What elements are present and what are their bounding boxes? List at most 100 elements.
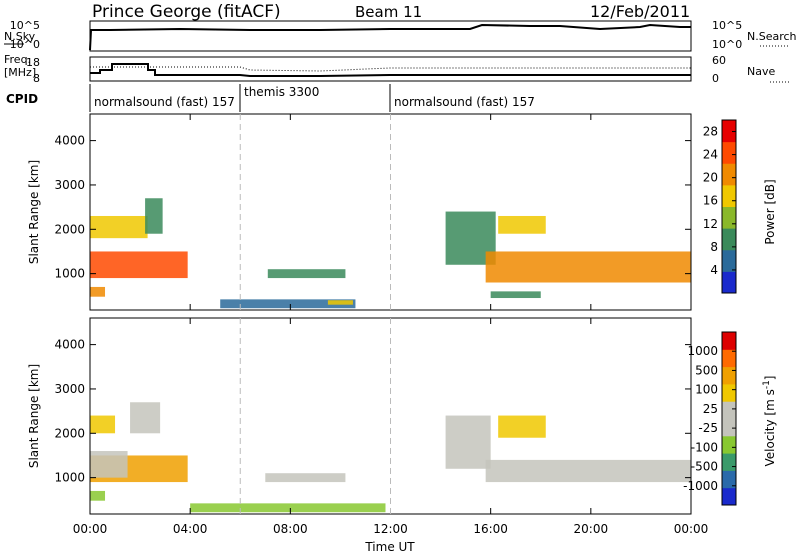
velocity-colorbar-label: Velocity [m s-1] — [762, 376, 777, 467]
velocity-panel: 1000 2000 3000 4000 Slant Range [km] 1000 50… — [27, 317, 777, 515]
velocity-colorbar-swatch-8 — [722, 349, 736, 368]
velocity-colorbar-tick-label-1: 500 — [695, 363, 718, 377]
noise-sky-trace — [89, 23, 691, 51]
velocity-data-regions — [90, 402, 691, 513]
power-colorbar-frame — [721, 119, 737, 294]
power-data-regions — [90, 198, 691, 309]
velocity-colorbar-swatch-5 — [722, 401, 736, 419]
power-colorbar-swatch-3 — [722, 206, 736, 229]
power-ytick-label-0: 1000 — [54, 267, 85, 281]
velocity-colorbar-swatch-9 — [722, 332, 736, 350]
time-tick-label-3: 12:00 — [373, 522, 408, 536]
cpid-segment-1: normalsound (fast) 157 — [94, 95, 235, 109]
velocity-ytick-label-1: 2000 — [54, 426, 85, 440]
power-region-8 — [485, 251, 691, 283]
velocity-colorbar-tick-label-0: 1000 — [687, 344, 718, 358]
power-ytick-label-3: 4000 — [54, 134, 85, 148]
beam-label: Beam 11 — [355, 3, 422, 21]
power-region-2 — [90, 286, 106, 297]
noise-tick-bottom: 10^0 — [10, 38, 40, 51]
velocity-colorbar-swatch-0 — [722, 487, 736, 506]
time-tick-label-5: 20:00 — [574, 522, 609, 536]
velocity-colorbar-swatch-7 — [722, 366, 736, 385]
velocity-region-7 — [445, 415, 491, 469]
velocity-colorbar-swatch-4 — [722, 418, 736, 437]
power-region-5 — [267, 269, 346, 279]
nave-trace — [90, 66, 691, 72]
power-region-3 — [145, 198, 163, 234]
noise-panel: 10^5 10^0 10^5 10^0 N.Sky N.Search — [4, 19, 797, 52]
power-colorbar-tick-label-1: 8 — [710, 240, 718, 254]
velocity-ytick-label-3: 4000 — [54, 338, 85, 352]
velocity-colorbar-tick-label-6: -500 — [691, 460, 718, 474]
date-label: 12/Feb/2011 — [590, 2, 690, 21]
freq-tick-top: 18 — [26, 56, 40, 69]
power-colorbar-label: Power [dB] — [763, 179, 777, 244]
velocity-region-1 — [90, 451, 128, 478]
power-ytick-label-2: 3000 — [54, 178, 85, 192]
noise-right-tick-bottom: 10^0 — [712, 38, 742, 51]
freq-panel: Freq. [MHz] 18 8 60 0 Nave — [4, 53, 790, 85]
velocity-region-6 — [265, 473, 346, 483]
freq-label-1: Freq. — [4, 53, 31, 66]
power-ylabel: Slant Range [km] — [27, 160, 41, 264]
velocity-region-5 — [190, 503, 386, 513]
velocity-colorbar-tick-label-7: -1000 — [683, 479, 718, 493]
velocity-region-2 — [90, 415, 116, 434]
velocity-colorbar-swatch-6 — [722, 383, 736, 402]
velocity-colorbar-tick-label-5: -100 — [691, 440, 718, 454]
velocity-colorbar-tick-label-3: 25 — [703, 402, 718, 416]
power-region-1 — [90, 215, 148, 239]
power-region-4 — [220, 299, 356, 309]
power-ytick-label-1: 2000 — [54, 222, 85, 236]
power-colorbar: 4 8 12 16 20 24 28 — [703, 119, 737, 294]
velocity-colorbar-tick-label-2: 100 — [695, 383, 718, 397]
power-colorbar-swatch-0 — [722, 271, 736, 294]
velocity-ytick-label-0: 1000 — [54, 471, 85, 485]
nave-tick-bottom: 0 — [712, 72, 719, 85]
velocity-colorbar: 1000 500 100 25 -25 -100 -500 -1000 — [683, 331, 737, 506]
power-colorbar-swatch-5 — [722, 163, 736, 186]
power-panel: 1000 2000 3000 4000 Slant Range [km] 4 8 12 16… — [27, 113, 777, 311]
velocity-region-8 — [485, 459, 691, 483]
power-region-0 — [90, 251, 188, 279]
cpid-row: CPID normalsound (fast) 157 themis 3300 … — [6, 84, 535, 112]
power-colorbar-tick-label-4: 20 — [703, 171, 718, 185]
velocity-colorbar-swatch-1 — [722, 470, 736, 489]
velocity-colorbar-tick-label-4: -25 — [698, 421, 718, 435]
power-colorbar-tick-label-3: 16 — [703, 194, 718, 208]
velocity-colorbar-swatch-2 — [722, 453, 736, 471]
noise-right-tick-top: 10^5 — [712, 19, 742, 32]
velocity-ytick-label-2: 3000 — [54, 382, 85, 396]
power-colorbar-swatch-1 — [722, 249, 736, 272]
power-colorbar-swatch-7 — [722, 120, 736, 143]
freq-label-2: [MHz] — [4, 66, 36, 79]
velocity-panel-frame — [89, 317, 692, 515]
velocity-colorbar-swatch-3 — [722, 435, 736, 454]
power-region-10 — [490, 291, 541, 299]
freq-tick-bottom: 8 — [33, 72, 40, 85]
noise-search-label: N.Search — [747, 30, 797, 43]
power-colorbar-tick-label-2: 12 — [703, 217, 718, 231]
time-tick-label-0: 00:00 — [73, 522, 108, 536]
power-axes: 1000 2000 3000 4000 — [54, 114, 692, 310]
power-colorbar-tick-label-0: 4 — [710, 263, 718, 277]
cpid-segment-3: normalsound (fast) 157 — [394, 95, 535, 109]
time-tick-label-4: 16:00 — [473, 522, 508, 536]
time-tick-label-1: 04:00 — [173, 522, 208, 536]
velocity-axes: 1000 2000 3000 4000 — [54, 318, 692, 514]
power-region-9 — [498, 215, 546, 234]
velocity-region-4 — [90, 490, 106, 501]
noise-tick-top: 10^5 — [10, 19, 40, 32]
nave-tick-top: 60 — [712, 54, 726, 67]
velocity-colorbar-frame — [721, 331, 737, 506]
velocity-region-9 — [498, 415, 546, 438]
cpid-segment-2: themis 3300 — [244, 85, 319, 99]
velocity-region-3 — [130, 402, 161, 434]
noise-panel-frame — [89, 20, 692, 52]
freq-trace — [90, 63, 691, 77]
freq-panel-frame — [89, 56, 692, 82]
power-colorbar-tick-label-5: 24 — [703, 148, 718, 162]
power-colorbar-swatch-4 — [722, 184, 736, 207]
cpid-label: CPID — [6, 92, 38, 106]
